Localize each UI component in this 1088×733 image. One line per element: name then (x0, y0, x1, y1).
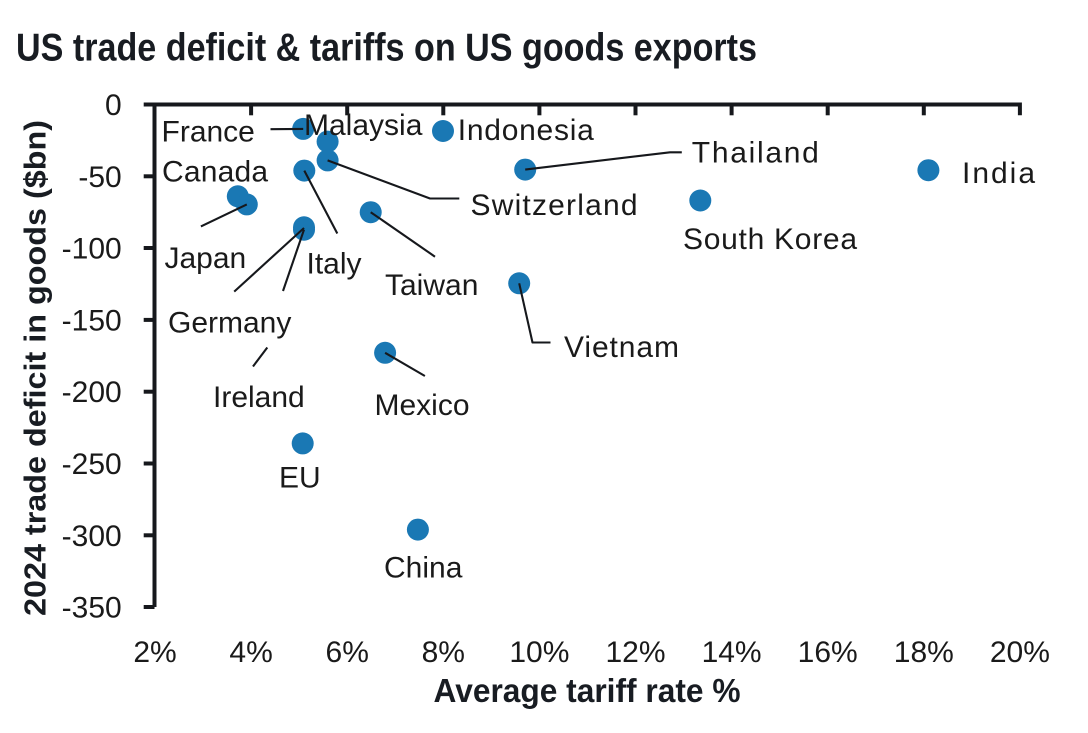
svg-text:Germany: Germany (168, 307, 291, 340)
svg-text:EU: EU (279, 461, 321, 494)
svg-text:Switzerland: Switzerland (471, 189, 638, 222)
svg-text:Average tariff rate %: Average tariff rate % (434, 673, 741, 710)
svg-text:4%: 4% (229, 636, 272, 669)
svg-text:18%: 18% (894, 636, 954, 669)
svg-text:0: 0 (105, 89, 122, 122)
svg-text:US trade deficit & tariffs on: US trade deficit & tariffs on US goods e… (16, 27, 757, 70)
svg-text:Canada: Canada (162, 156, 268, 189)
svg-text:Mexico: Mexico (375, 389, 470, 422)
svg-text:Taiwan: Taiwan (385, 269, 478, 302)
svg-text:Japan: Japan (165, 242, 247, 275)
svg-text:France: France (162, 116, 255, 149)
svg-text:8%: 8% (422, 636, 465, 669)
svg-text:2%: 2% (133, 636, 176, 669)
svg-text:-150: -150 (62, 304, 122, 337)
svg-text:2024 trade deficit in goods ($: 2024 trade deficit in goods ($bn) (18, 120, 53, 616)
svg-text:India: India (962, 157, 1035, 190)
svg-text:6%: 6% (326, 636, 369, 669)
svg-text:South Korea: South Korea (683, 223, 857, 256)
svg-text:12%: 12% (605, 636, 665, 669)
svg-text:10%: 10% (509, 636, 569, 669)
svg-text:Malaysia: Malaysia (304, 109, 423, 142)
svg-text:Vietnam: Vietnam (564, 331, 679, 364)
svg-text:14%: 14% (702, 636, 762, 669)
svg-text:-250: -250 (62, 448, 122, 481)
svg-text:China: China (384, 552, 463, 585)
svg-text:Indonesia: Indonesia (458, 114, 594, 147)
svg-text:-300: -300 (62, 520, 122, 553)
svg-text:-350: -350 (62, 592, 122, 625)
svg-text:20%: 20% (990, 636, 1050, 669)
svg-text:-200: -200 (62, 376, 122, 409)
svg-text:-50: -50 (78, 161, 121, 194)
svg-text:-100: -100 (62, 233, 122, 266)
svg-text:Italy: Italy (307, 248, 362, 281)
svg-text:16%: 16% (798, 636, 858, 669)
svg-text:Ireland: Ireland (213, 381, 305, 414)
